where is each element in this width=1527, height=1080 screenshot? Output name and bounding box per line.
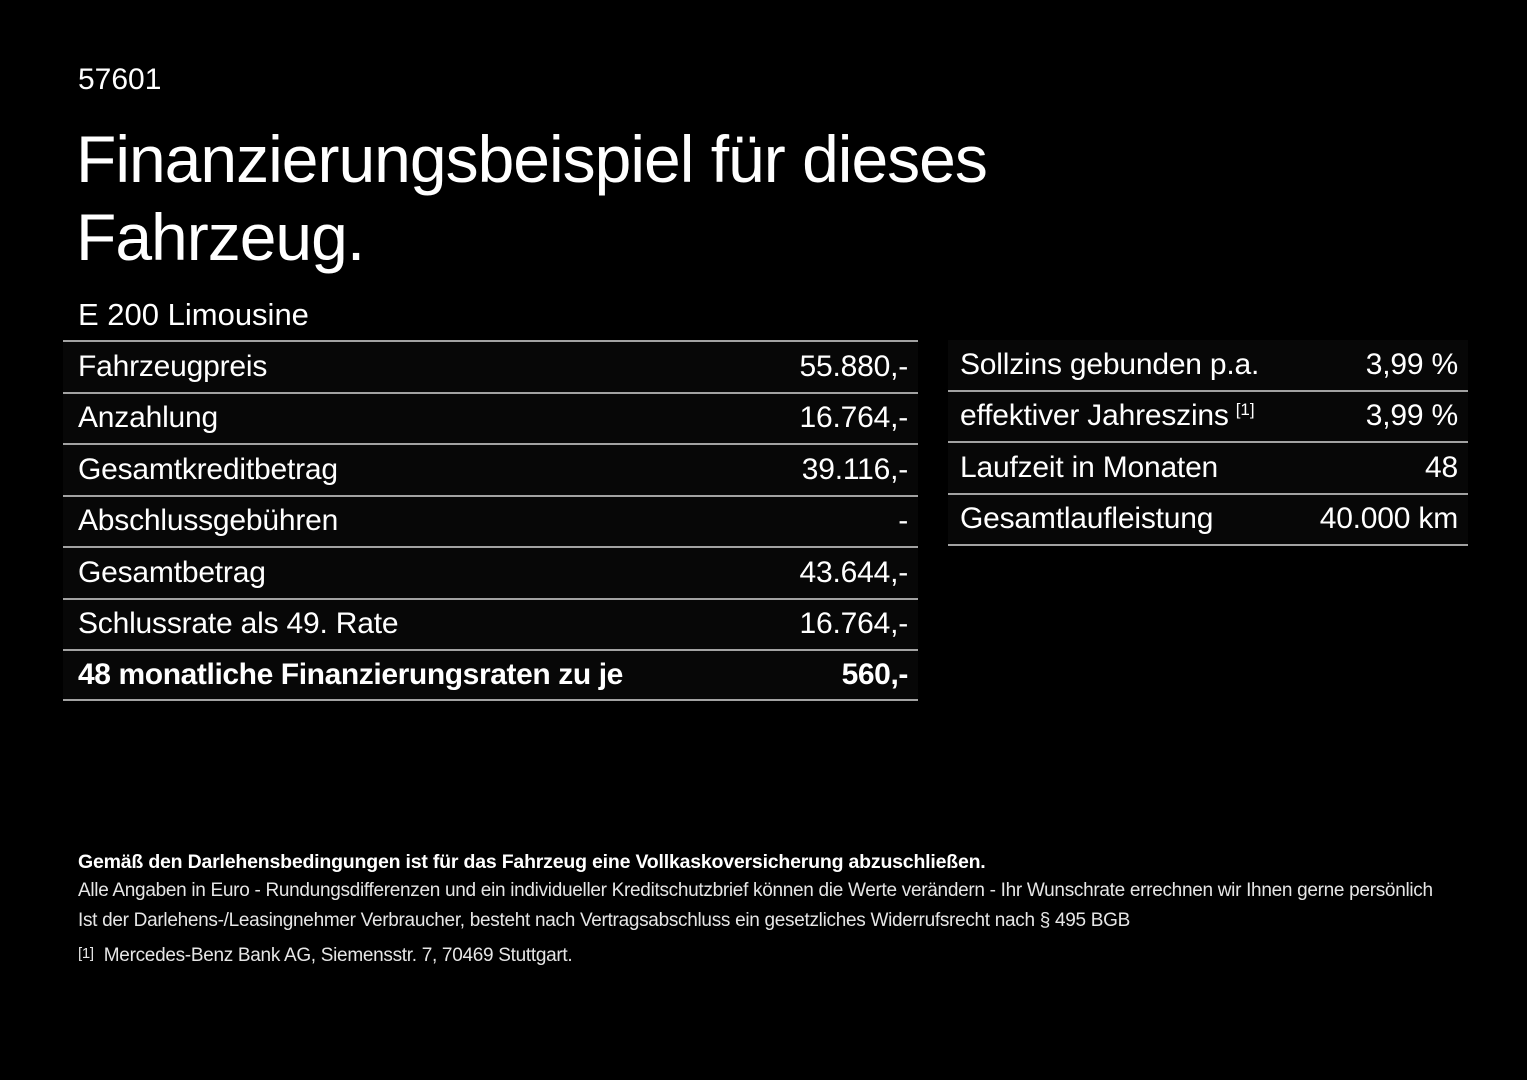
row-label: Abschlussgebühren [78,504,339,538]
footnote-ref-text: Mercedes-Benz Bank AG, Siemensstr. 7, 70… [103,945,573,966]
row-value: - [898,504,908,538]
table-row-closing-fees: Abschlussgebühren - [63,494,918,546]
row-label: Laufzeit in Monaten [960,450,1219,484]
row-label: Gesamtlaufleistung [960,502,1214,536]
row-label: Gesamtbetrag [78,555,266,589]
row-value: 16.764,- [799,607,909,641]
row-label: Sollzins gebunden p.a. [960,347,1260,381]
row-value: 39.116,- [801,452,908,486]
table-row-term-months: Laufzeit in Monaten 48 [948,443,1468,495]
table-row-total-credit: Gesamtkreditbetrag 39.116,- [63,443,918,495]
page-title: Finanzierungsbeispiel für dieses Fahrzeug… [76,120,988,276]
row-label: Gesamtkreditbetrag [78,452,338,486]
disclaimer-line: Alle Angaben in Euro - Rundungsdifferenz… [78,880,1433,901]
table-row-nominal-interest: Sollzins gebunden p.a. 3,99 % [948,340,1468,392]
row-label: Schlussrate als 49. Rate [78,607,399,641]
table-row-monthly-rate: 48 monatliche Finanzierungsraten zu je 5… [63,649,918,701]
row-value: 16.764,- [799,401,909,435]
withdrawal-right-line: Ist der Darlehens-/Leasingnehmer Verbrau… [78,910,1130,931]
row-value: 3,99 % [1365,399,1458,433]
row-label-text: effektiver Jahreszins [960,399,1229,433]
row-value: 48 [1425,450,1458,484]
table-row-vehicle-price: Fahrzeugpreis 55.880,- [63,340,918,392]
page-title-line1: Finanzierungsbeispiel für dieses [76,122,988,196]
footnote-ref-marker: [1] [78,945,94,962]
table-row-effective-interest: effektiver Jahreszins [1] 3,99 % [948,391,1468,443]
financing-conditions-table: Sollzins gebunden p.a. 3,99 % effektiver… [948,340,1468,546]
table-row-final-installment: Schlussrate als 49. Rate 16.764,- [63,597,918,649]
row-label: Fahrzeugpreis [78,349,268,383]
row-value: 43.644,- [799,555,909,589]
table-row-down-payment: Anzahlung 16.764,- [63,391,918,443]
row-label: 48 monatliche Finanzierungsraten zu je [78,657,623,691]
row-value: 55.880,- [799,349,909,383]
row-label: effektiver Jahreszins [1] [948,399,1255,433]
row-label: Anzahlung [78,401,218,435]
insurance-note: Gemäß den Darlehensbedingungen ist für d… [78,851,986,873]
financing-amounts-table: Fahrzeugpreis 55.880,- Anzahlung 16.764,… [63,340,918,701]
footnote-marker: [1] [1235,400,1255,420]
offer-number: 57601 [78,63,162,96]
row-value: 40.000 km [1319,502,1458,536]
table-row-total-amount: Gesamtbetrag 43.644,- [63,546,918,598]
footnote-reference: [1] Mercedes-Benz Bank AG, Siemensstr. 7,… [78,941,1478,972]
page-title-line2: Fahrzeug. [76,200,365,274]
row-value: 560,- [841,657,909,691]
table-row-total-mileage: Gesamtlaufleistung 40.000 km [948,494,1468,546]
vehicle-model: E 200 Limousine [78,297,309,332]
row-value: 3,99 % [1365,347,1458,381]
legal-footer: Gemäß den Darlehensbedingungen ist für d… [78,848,1478,972]
